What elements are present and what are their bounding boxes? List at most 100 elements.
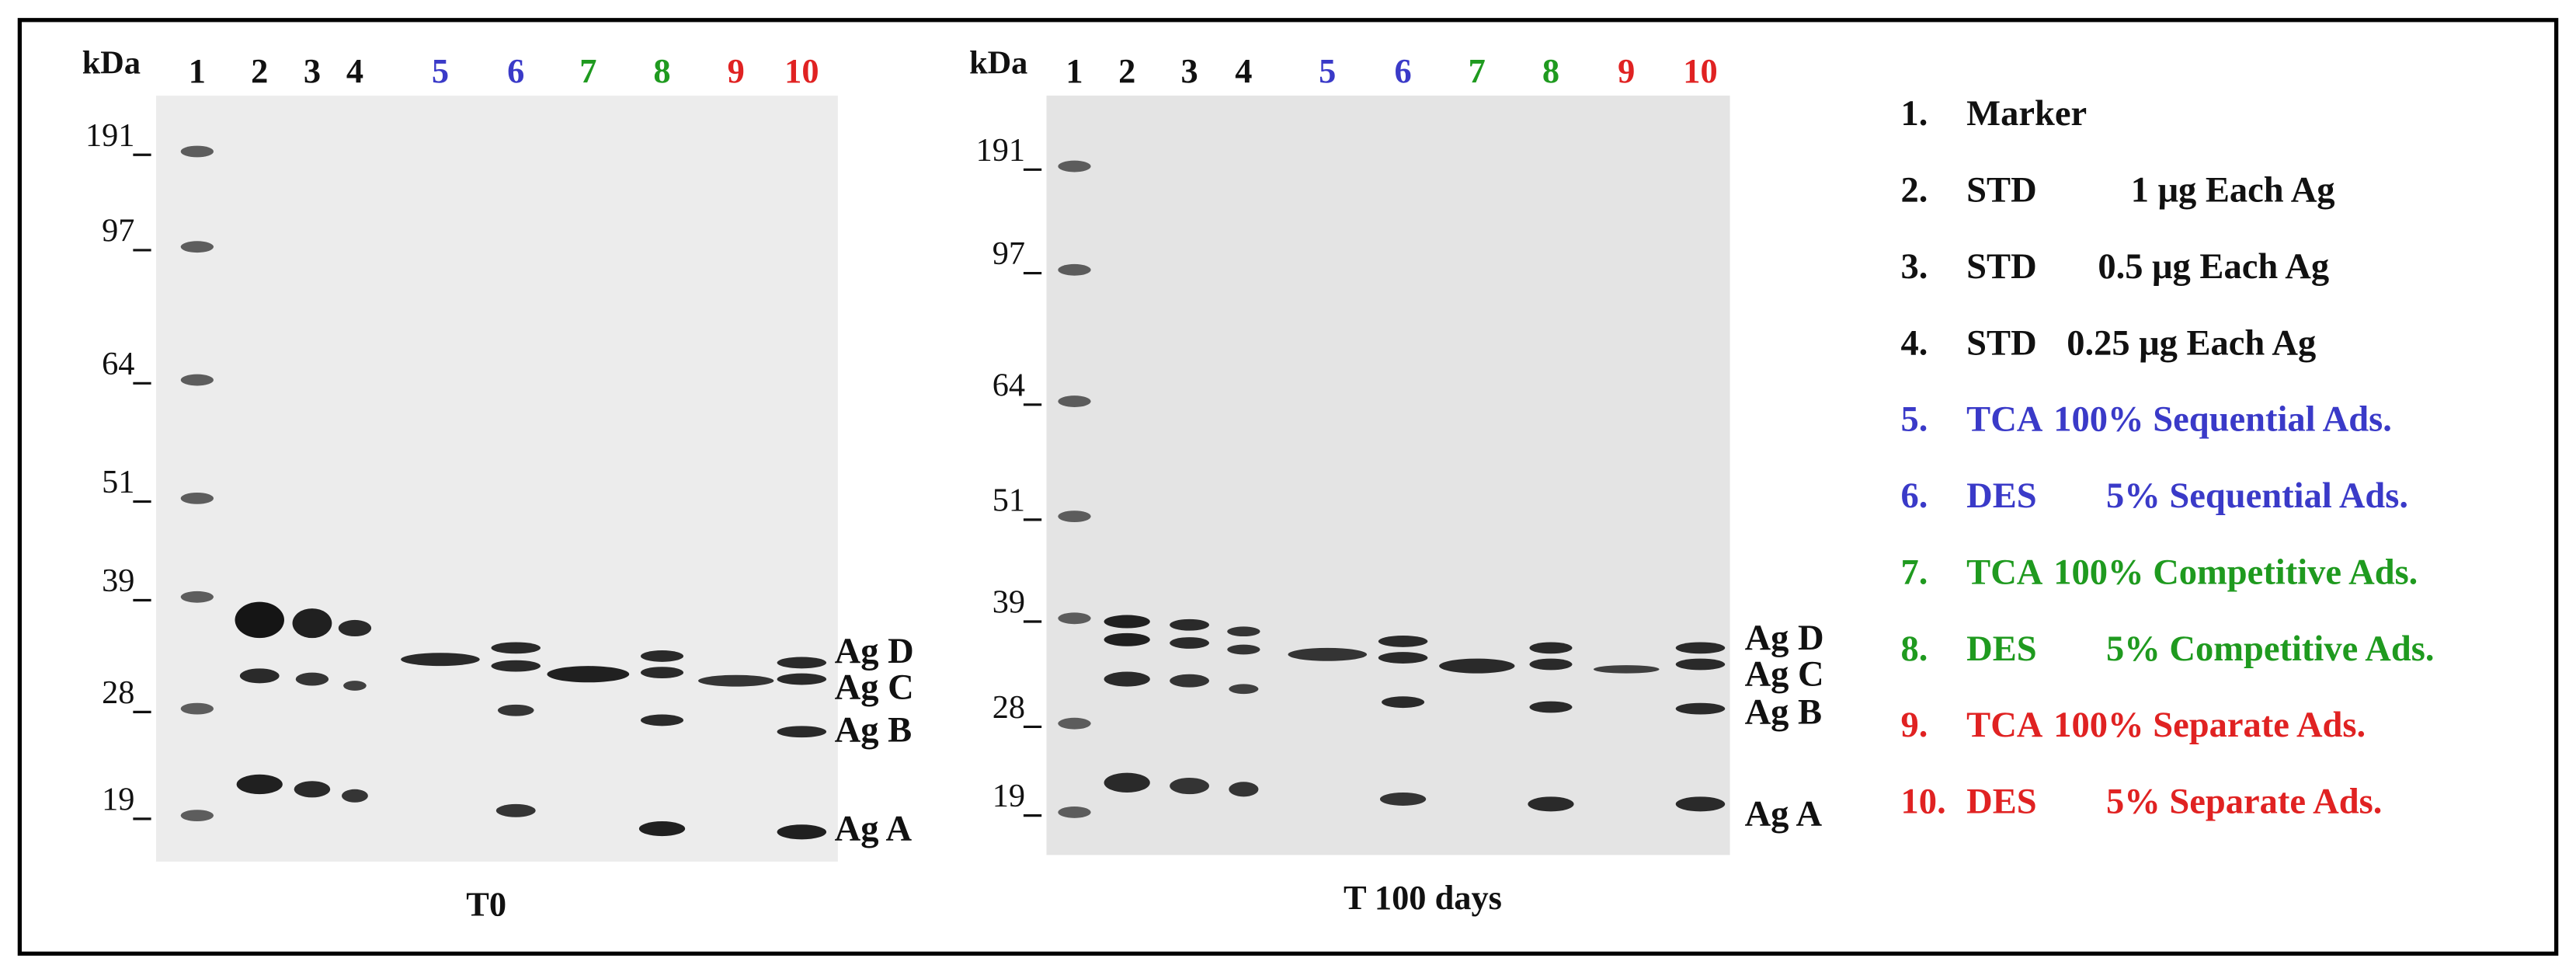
band <box>1439 658 1515 674</box>
band-label: Ag A <box>1745 794 1823 834</box>
unit-label: kDa <box>969 45 1027 82</box>
lane-label: 7 <box>1469 51 1486 90</box>
band <box>698 674 774 687</box>
band-label: Ag B <box>835 711 913 751</box>
marker-band <box>180 702 214 715</box>
marker-label: 39 <box>102 563 134 599</box>
unit-label: kDa <box>82 45 141 82</box>
marker-band <box>180 810 214 822</box>
band <box>236 774 283 795</box>
marker-band <box>1058 160 1091 172</box>
marker-label: 19 <box>102 781 134 817</box>
marker-label: 97 <box>993 235 1025 272</box>
band <box>1104 772 1150 793</box>
band <box>342 789 368 803</box>
legend-number: 10. <box>1901 782 1946 822</box>
legend-detail: 5% Separate Ads. <box>2106 782 2382 822</box>
band <box>1675 702 1726 715</box>
marker-label: 191 <box>976 132 1025 169</box>
band <box>1104 671 1150 687</box>
band <box>295 672 329 686</box>
band <box>641 650 684 662</box>
legend-name: STD <box>1966 171 2037 211</box>
marker-band <box>180 591 214 603</box>
lane-label: 9 <box>728 51 745 90</box>
lane-label: 10 <box>1683 51 1717 90</box>
band <box>1227 626 1260 637</box>
band <box>239 668 280 684</box>
marker-label: 64 <box>993 367 1025 403</box>
band <box>1229 782 1259 797</box>
marker-band <box>180 145 214 158</box>
band <box>1170 637 1209 649</box>
band <box>1529 701 1573 713</box>
legend-detail: 5% Competitive Ads. <box>2106 629 2435 669</box>
marker-label: 19 <box>993 778 1025 814</box>
legend-name: TCA <box>1966 705 2043 745</box>
marker-label: 39 <box>993 584 1025 621</box>
band <box>491 660 541 672</box>
band <box>1675 642 1726 654</box>
band <box>1227 644 1260 655</box>
legend-number: 4. <box>1901 323 1928 363</box>
legend-number: 2. <box>1901 171 1928 211</box>
band <box>1529 642 1573 654</box>
lane-label: 10 <box>784 51 819 90</box>
band <box>495 803 536 817</box>
band <box>491 642 541 654</box>
band <box>235 601 284 639</box>
band <box>1593 665 1660 674</box>
marker-band <box>180 241 214 253</box>
band <box>1288 647 1368 661</box>
band <box>1382 696 1425 709</box>
band <box>1229 684 1259 695</box>
band <box>1529 658 1573 671</box>
lane-label: 9 <box>1618 51 1635 90</box>
band <box>1104 615 1150 629</box>
legend-number: 1. <box>1901 94 1928 134</box>
legend-name: STD <box>1966 323 2037 363</box>
band <box>343 681 367 691</box>
marker-band <box>1058 395 1091 407</box>
legend-name: DES <box>1966 782 2037 822</box>
band <box>777 657 827 669</box>
marker-label: 64 <box>102 346 134 382</box>
legend-detail: 100% Sequential Ads. <box>2053 400 2392 440</box>
marker-label: 191 <box>85 117 134 154</box>
band <box>1675 796 1726 812</box>
band <box>1379 793 1427 806</box>
marker-band <box>1058 510 1091 523</box>
legend-name: TCA <box>1966 552 2043 592</box>
lane-label: 3 <box>304 51 321 90</box>
marker-label: 51 <box>993 482 1025 518</box>
band <box>1528 796 1574 812</box>
band <box>1378 636 1428 647</box>
lane-label: 4 <box>346 51 363 90</box>
band <box>292 608 332 639</box>
legend-number: 6. <box>1901 476 1928 516</box>
lane-label: 5 <box>432 51 449 90</box>
panel-title: T0 <box>466 884 506 923</box>
band <box>777 824 827 840</box>
panel-title: T 100 days <box>1344 878 1502 917</box>
band <box>401 653 480 667</box>
band <box>1675 658 1726 671</box>
marker-band <box>1058 263 1091 276</box>
band-label: Ag C <box>835 668 914 708</box>
lane-label: 6 <box>1394 51 1411 90</box>
legend-name: DES <box>1966 476 2037 516</box>
marker-band <box>180 492 214 504</box>
band-label: Ag D <box>835 632 914 671</box>
band <box>294 781 331 798</box>
marker-band <box>1058 717 1091 730</box>
legend-name: STD <box>1966 247 2037 287</box>
lane-label: 6 <box>507 51 524 90</box>
legend-detail: 100% Competitive Ads. <box>2053 552 2418 592</box>
band-label: Ag B <box>1745 692 1823 732</box>
band <box>1170 618 1209 631</box>
band <box>1170 674 1209 688</box>
band <box>1378 652 1428 664</box>
legend-detail: 100% Separate Ads. <box>2053 705 2366 745</box>
lane-label: 1 <box>189 51 206 90</box>
